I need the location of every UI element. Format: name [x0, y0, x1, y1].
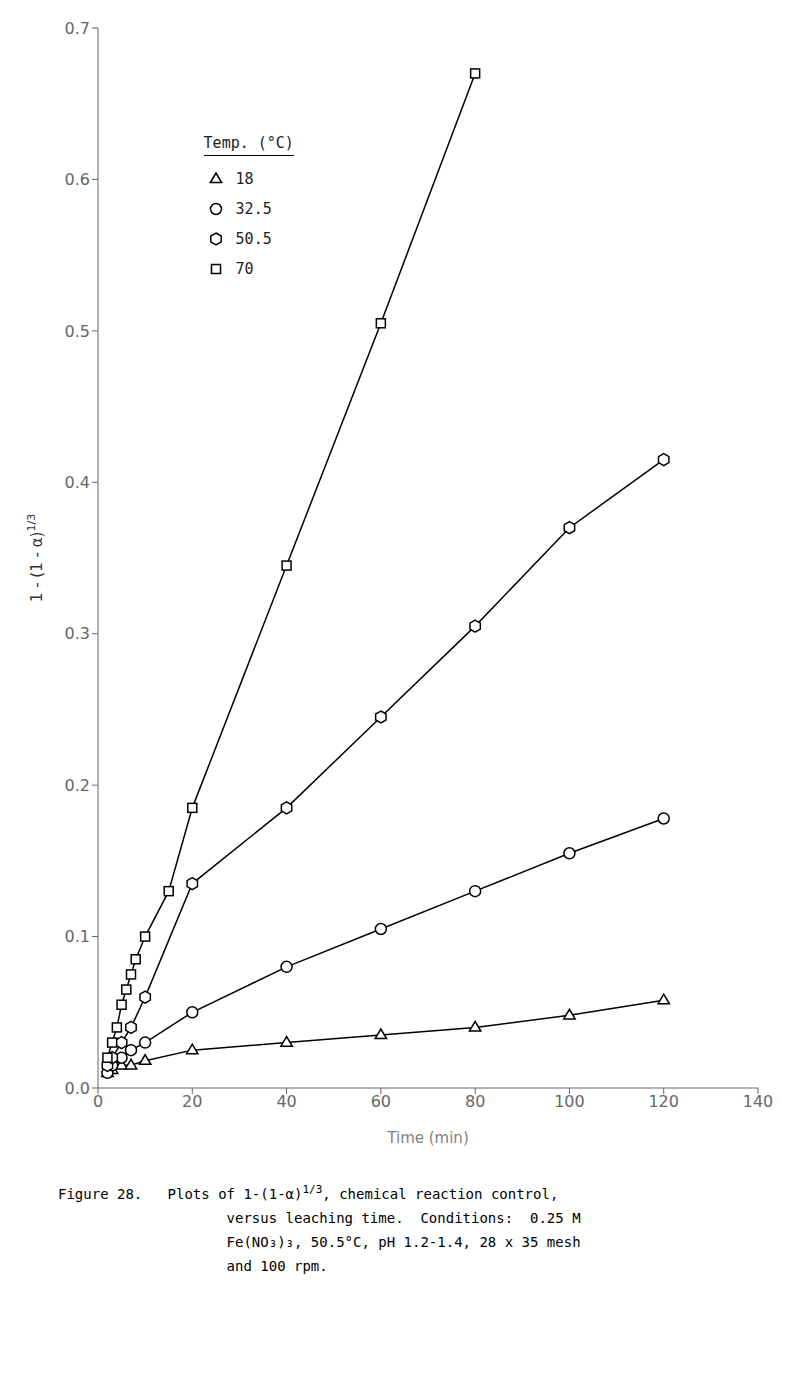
html-text:Fe(NO₃)₃, 50.5°C, pH 1.2-1.4,: Fe(NO₃)₃, 50.5°C, pH 1.2-1.4, 28 x 35 me…	[226, 1233, 581, 1250]
svg-text:100: 100	[554, 1092, 585, 1111]
html-text:50.5: 50.5	[235, 230, 272, 248]
svg-text:80: 80	[465, 1092, 485, 1111]
svg-text:20: 20	[182, 1092, 202, 1111]
svg-text:Time (min): Time (min)	[386, 1129, 468, 1147]
svg-text:0.1: 0.1	[65, 927, 90, 946]
html-text:70: 70	[235, 260, 254, 278]
svg-text:0.5: 0.5	[65, 322, 90, 341]
html-text:32.5: 32.5	[235, 200, 272, 218]
html-text:18: 18	[235, 170, 254, 188]
svg-text:0.7: 0.7	[65, 19, 90, 38]
svg-text:0.3: 0.3	[65, 624, 90, 643]
svg-text:0.4: 0.4	[65, 473, 90, 492]
svg-text:140: 140	[743, 1092, 774, 1111]
html-text:Temp. (°C): Temp. (°C)	[203, 134, 294, 152]
svg-text:40: 40	[276, 1092, 296, 1111]
html-text:and 100 rpm.: and 100 rpm.	[226, 1257, 328, 1274]
svg-text:1 - (1 - α)1/3: 1 - (1 - α)1/3	[25, 514, 46, 602]
svg-text:0.6: 0.6	[65, 170, 90, 189]
svg-text:0.2: 0.2	[65, 776, 90, 795]
html-text:versus leaching time. Conditio: versus leaching time. Conditions: 0.25 M	[226, 1209, 581, 1226]
svg-text:0: 0	[93, 1092, 103, 1111]
svg-text:0.0: 0.0	[65, 1079, 90, 1098]
svg-text:60: 60	[371, 1092, 391, 1111]
svg-text:120: 120	[648, 1092, 679, 1111]
html-text:Figure 28. Plots of 1-(1-α)1/3: Figure 28. Plots of 1-(1-α)1/3, chemical…	[58, 1183, 559, 1202]
